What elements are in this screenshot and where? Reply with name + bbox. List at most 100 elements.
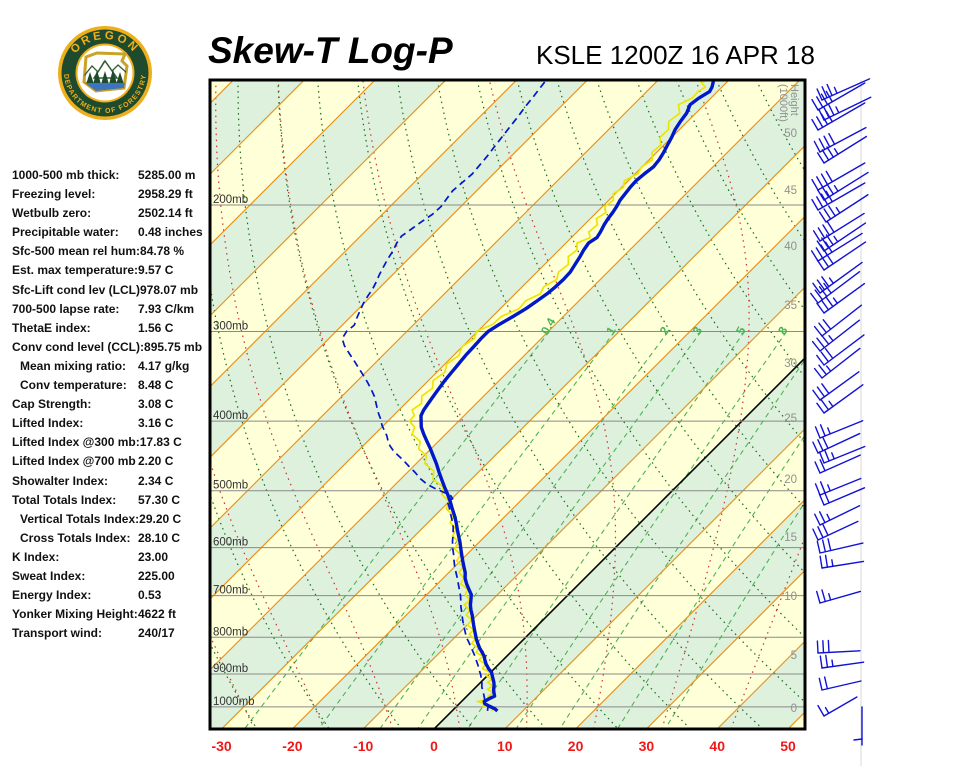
svg-text:700mb: 700mb: [213, 585, 248, 597]
svg-text:30: 30: [784, 358, 797, 370]
x-axis-labels: -30 -20 -10 0 10 20 30 40 50: [211, 738, 796, 754]
svg-text:40: 40: [784, 241, 797, 253]
height-axis-units: (1000ft): [777, 84, 789, 122]
stat-row: Total Totals Index: 57.30 C: [12, 491, 212, 510]
stat-row: Energy Index: 0.53: [12, 586, 212, 605]
stat-value: 895.75 mb: [144, 339, 203, 354]
stat-label: Showalter Index:: [12, 473, 109, 488]
stat-value: 9.57 C: [138, 263, 174, 278]
stat-value: 3.16 C: [138, 416, 174, 431]
stat-row: Cross Totals Index: 28.10 C: [12, 529, 212, 548]
stat-label: Cross Totals Index:: [20, 530, 131, 545]
stat-label: Freezing level:: [12, 187, 96, 202]
svg-text:-20: -20: [282, 738, 302, 754]
wind-barbs: [810, 78, 872, 746]
stat-row: Lifted Index @300 mb:17.83 C: [12, 433, 212, 452]
page-title: Skew-T Log-P: [208, 30, 453, 71]
stat-label: Yonker Mixing Height:: [12, 607, 138, 622]
pressure-labels: 200mb 300mb 400mb 500mb 600mb 700mb 800mb 900mb…: [213, 194, 255, 708]
svg-text:0: 0: [791, 703, 797, 715]
stat-value: 2.20 C: [138, 454, 174, 469]
stat-label: Cap Strength:: [12, 397, 92, 412]
stat-row: Sfc-Lift cond lev (LCL)978.07 mb: [12, 281, 212, 300]
stat-row: Lifted Index: 3.16 C: [12, 414, 212, 433]
stat-label: Est. max temperature:: [12, 263, 139, 278]
chart-border: [208, 78, 807, 731]
svg-text:35: 35: [784, 300, 797, 312]
stat-value: 84.78 %: [140, 244, 185, 259]
svg-text:200mb: 200mb: [213, 194, 248, 206]
height-axis-title: Height: [788, 84, 800, 116]
stat-label: Sfc-500 mean rel hum:: [12, 244, 141, 259]
stat-label: Lifted Index @300 mb:: [12, 435, 140, 450]
temperature-trace: [419, 81, 715, 713]
stat-row: Lifted Index @700 mb 2.20 C: [12, 452, 212, 471]
stat-row: Conv cond level (CCL):895.75 mb: [12, 338, 212, 357]
svg-text:25: 25: [784, 413, 797, 425]
svg-text:15: 15: [784, 532, 797, 544]
plot-area: 0.4 1 2 3 5 8: [211, 81, 804, 728]
stat-row: Est. max temperature:9.57 C: [12, 261, 212, 280]
stat-label: Energy Index:: [12, 588, 92, 603]
stat-row: Freezing level: 2958.29 ft: [12, 185, 212, 204]
svg-text:50: 50: [780, 738, 796, 754]
stat-row: Precipitable water: 0.48 inches: [12, 223, 212, 242]
stat-label: Total Totals Index:: [12, 492, 117, 507]
stat-value: 2502.14 ft: [138, 206, 193, 221]
stat-label: 700-500 lapse rate:: [12, 301, 120, 316]
stat-value: 7.93 C/km: [138, 301, 195, 316]
wetbulb-trace: [408, 81, 707, 712]
stat-value: 240/17: [138, 626, 175, 641]
stat-row: Transport wind: 240/17: [12, 624, 212, 643]
stat-value: 225.00: [138, 568, 175, 583]
stat-row: Showalter Index: 2.34 C: [12, 472, 212, 491]
stat-label: 1000-500 mb thick:: [12, 168, 120, 182]
svg-text:45: 45: [784, 185, 797, 197]
svg-text:900mb: 900mb: [213, 663, 248, 675]
moist-adiabats: [211, 81, 804, 728]
stat-value: 57.30 C: [138, 492, 181, 507]
stat-value: 29.20 C: [139, 511, 182, 526]
stat-value: 978.07 mb: [140, 282, 199, 297]
pressure-gridlines: [211, 204, 804, 708]
stat-row: Wetbulb zero: 2502.14 ft: [12, 204, 212, 223]
svg-text:-30: -30: [211, 738, 231, 754]
stats-panel: 1000-500 mb thick: 5285.00 m Freezing leve…: [12, 166, 212, 643]
stat-row: Sfc-500 mean rel hum:84.78 %: [12, 242, 212, 261]
svg-text:5: 5: [791, 650, 797, 662]
stat-label: Sfc-Lift cond lev (LCL): [12, 282, 140, 297]
stat-label: Precipitable water:: [12, 225, 119, 240]
stat-label: Wetbulb zero:: [12, 206, 92, 221]
stat-label: Vertical Totals Index:: [20, 511, 140, 526]
stat-value: 4.17 g/kg: [138, 358, 190, 373]
stat-value: 0.48 inches: [138, 225, 203, 240]
svg-text:500mb: 500mb: [213, 480, 248, 492]
stat-value: 2958.29 ft: [138, 187, 193, 202]
svg-text:40: 40: [709, 738, 725, 754]
stat-value: 23.00: [138, 549, 169, 564]
stat-row: K Index: 23.00: [12, 548, 212, 567]
stat-value: 1.56 C: [138, 320, 174, 335]
stat-row: Conv temperature: 8.48 C: [12, 376, 212, 395]
odf-logo: OREGON DEPARTMENT OF FORESTRY: [55, 23, 155, 123]
svg-text:600mb: 600mb: [213, 537, 248, 549]
stat-label: Conv cond level (CCL):: [12, 339, 145, 354]
svg-text:400mb: 400mb: [213, 410, 248, 422]
svg-text:10: 10: [497, 738, 513, 754]
stat-value: 28.10 C: [138, 530, 181, 545]
stat-value: 8.48 C: [138, 378, 174, 393]
dry-adiabats: [211, 81, 804, 728]
stat-row: Mean mixing ratio: 4.17 g/kg: [12, 357, 212, 376]
stat-row: Yonker Mixing Height:4622 ft: [12, 605, 212, 624]
stat-value: 0.53: [138, 588, 162, 603]
stat-row: ThetaE index: 1.56 C: [12, 319, 212, 338]
svg-text:20: 20: [568, 738, 584, 754]
svg-text:50: 50: [784, 128, 797, 140]
stat-row: Sweat Index: 225.00: [12, 567, 212, 586]
svg-text:300mb: 300mb: [213, 320, 248, 332]
stat-row: Cap Strength: 3.08 C: [12, 395, 212, 414]
